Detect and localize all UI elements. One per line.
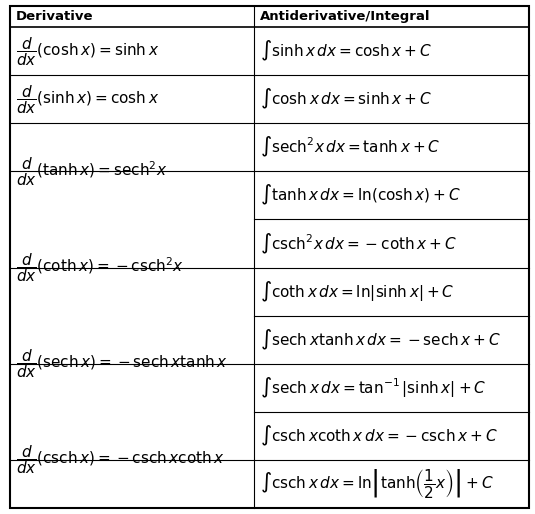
Text: Derivative: Derivative <box>16 10 94 23</box>
Text: $\dfrac{d}{dx}(\tanh x) = \mathrm{sech}^{2} x$: $\dfrac{d}{dx}(\tanh x) = \mathrm{sech}^… <box>16 155 167 188</box>
Text: $\dfrac{d}{dx}(\sinh x) = \cosh x$: $\dfrac{d}{dx}(\sinh x) = \cosh x$ <box>16 83 159 116</box>
Text: $\int \mathrm{csch}\,x\,dx = \ln\!\left|\tanh\!\left(\dfrac{1}{2}x\right)\right|: $\int \mathrm{csch}\,x\,dx = \ln\!\left|… <box>260 467 494 500</box>
Text: $\int \mathrm{csch}\,x\coth x\,dx = -\mathrm{csch}\,x + C$: $\int \mathrm{csch}\,x\coth x\,dx = -\ma… <box>260 424 498 448</box>
Text: $\dfrac{d}{dx}(\mathrm{csch}\,x) = -\mathrm{csch}\,x\coth x$: $\dfrac{d}{dx}(\mathrm{csch}\,x) = -\mat… <box>16 444 225 476</box>
Text: $\int \cosh x\,dx = \sinh x + C$: $\int \cosh x\,dx = \sinh x + C$ <box>260 87 432 112</box>
Text: Antiderivative/Integral: Antiderivative/Integral <box>260 10 431 23</box>
Text: $\int \mathrm{sech}\,x\,dx = \tan^{-1}|\sinh x| + C$: $\int \mathrm{sech}\,x\,dx = \tan^{-1}|\… <box>260 376 486 400</box>
Text: $\int \sinh x\,dx = \cosh x + C$: $\int \sinh x\,dx = \cosh x + C$ <box>260 39 432 63</box>
Text: $\int \mathrm{sech}^{2} x\,dx = \tanh x + C$: $\int \mathrm{sech}^{2} x\,dx = \tanh x … <box>260 135 440 159</box>
Text: $\int \coth x\,dx = \ln|\sinh x| + C$: $\int \coth x\,dx = \ln|\sinh x| + C$ <box>260 280 454 304</box>
Text: $\dfrac{d}{dx}(\coth x) = -\mathrm{csch}^{2} x$: $\dfrac{d}{dx}(\coth x) = -\mathrm{csch}… <box>16 251 184 284</box>
Text: $\dfrac{d}{dx}(\mathrm{sech}\,x) = -\mathrm{sech}\,x\tanh x$: $\dfrac{d}{dx}(\mathrm{sech}\,x) = -\mat… <box>16 347 228 380</box>
Text: $\dfrac{d}{dx}(\cosh x) = \sinh x$: $\dfrac{d}{dx}(\cosh x) = \sinh x$ <box>16 35 159 68</box>
Text: $\int \mathrm{sech}\,x\tanh x\,dx = -\mathrm{sech}\,x + C$: $\int \mathrm{sech}\,x\tanh x\,dx = -\ma… <box>260 327 501 352</box>
Text: $\int \mathrm{csch}^{2} x\,dx = -\coth x + C$: $\int \mathrm{csch}^{2} x\,dx = -\coth x… <box>260 231 457 255</box>
Text: $\int \tanh x\,dx = \ln(\cosh x) + C$: $\int \tanh x\,dx = \ln(\cosh x) + C$ <box>260 183 461 208</box>
